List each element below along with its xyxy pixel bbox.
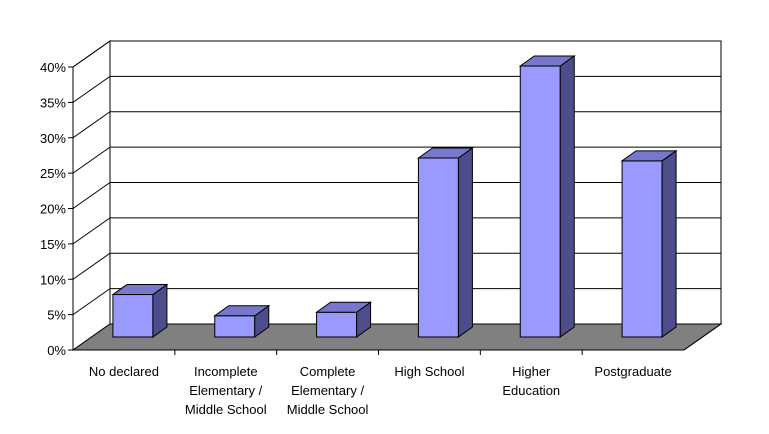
x-tick-label-line: Education (502, 383, 560, 398)
bar (213, 304, 271, 338)
bar-top (213, 305, 271, 317)
bar-front (316, 311, 358, 338)
y-tick-label: 35% (40, 95, 66, 110)
bars (111, 55, 678, 338)
bar-front (519, 65, 561, 338)
chart-gridlines (72, 40, 721, 316)
bar-front (417, 157, 459, 338)
gridline-side (72, 252, 111, 280)
x-tick-label-line: Incomplete (194, 364, 258, 379)
gridline-side (72, 40, 111, 68)
x-tick-label-line: High School (394, 364, 464, 379)
floor-edge (683, 323, 722, 351)
gridline-side (72, 182, 111, 209)
x-tick-label: Higher Education (502, 364, 560, 398)
bar-top (111, 284, 169, 296)
bar-top (620, 150, 678, 162)
bar (315, 301, 373, 338)
bar-side (457, 147, 473, 338)
x-tick-label: Postgraduate (594, 364, 671, 379)
y-tick-label: 20% (40, 202, 66, 217)
gridline-side (72, 75, 111, 103)
x-tick-labels: No declared Incomplete Elementary / Middle … (89, 364, 672, 417)
x-tick-label: Complete Elementary / Middle School (287, 364, 369, 417)
x-tick-label-line: Middle School (287, 402, 369, 417)
y-tick-label: 15% (40, 237, 66, 252)
x-tick-label-line: Elementary / (291, 383, 364, 398)
gridline-side (72, 217, 111, 245)
bar (416, 147, 474, 338)
bar-front (214, 315, 256, 338)
x-tick-label-line: Elementary / (189, 383, 262, 398)
bar-side (661, 149, 677, 338)
gridline-side (72, 111, 111, 139)
y-tick-label: 5% (47, 308, 66, 323)
bar-front (112, 294, 154, 338)
x-tick-label-line: Postgraduate (594, 364, 671, 379)
x-tick-label-line: Middle School (185, 402, 267, 417)
gridline-side (72, 288, 111, 316)
x-tick-label-line: Higher (512, 364, 551, 379)
bar-top (518, 55, 576, 67)
y-tick-label: 30% (40, 131, 66, 146)
bar (518, 55, 576, 338)
y-tick-label: 40% (40, 60, 66, 75)
gridline-side (72, 146, 111, 174)
bar-top (315, 301, 373, 313)
y-tick-label: 10% (40, 272, 66, 287)
y-axis: 0% 5% 10% 15% 20% 25% 30% 35% 40% (40, 60, 74, 358)
x-tick-label: No declared (89, 364, 159, 379)
x-axis (73, 349, 684, 355)
x-tick-label: Incomplete Elementary / Middle School (185, 364, 267, 417)
x-tick-label: High School (394, 364, 464, 379)
bar-side (559, 55, 575, 338)
bar-front (621, 160, 663, 338)
bar (111, 283, 169, 338)
y-tick-label: 0% (47, 343, 66, 358)
bar (620, 149, 678, 338)
bar-top (416, 147, 474, 159)
x-tick-label-line: No declared (89, 364, 159, 379)
y-tick-label: 25% (40, 166, 66, 181)
x-tick-label-line: Complete (300, 364, 356, 379)
